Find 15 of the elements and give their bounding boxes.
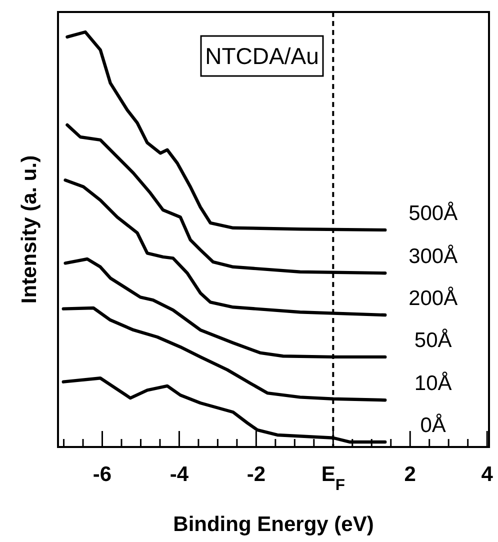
- series-label: 300Å: [408, 244, 458, 268]
- x-tick-label: -4: [170, 463, 189, 486]
- legend-label: 0Å: [420, 413, 446, 438]
- series-label: 10Å: [414, 371, 452, 396]
- x-tick-label: -6: [92, 463, 112, 486]
- x-tick-label: -2: [246, 463, 266, 486]
- series-label: 500Å: [408, 200, 458, 225]
- y-axis-title: Intensity (a. u.): [18, 155, 41, 304]
- series-label: 200Å: [408, 286, 458, 310]
- annotation: NTCDA/Au: [205, 43, 319, 69]
- x-axis-title: Binding Energy (eV): [173, 513, 374, 536]
- x-tick-label: E$_{F}$: [321, 463, 346, 494]
- series-label: 50Å: [414, 328, 452, 352]
- x-tick-label: 4: [481, 463, 494, 486]
- x-tick-label: 2: [404, 463, 416, 486]
